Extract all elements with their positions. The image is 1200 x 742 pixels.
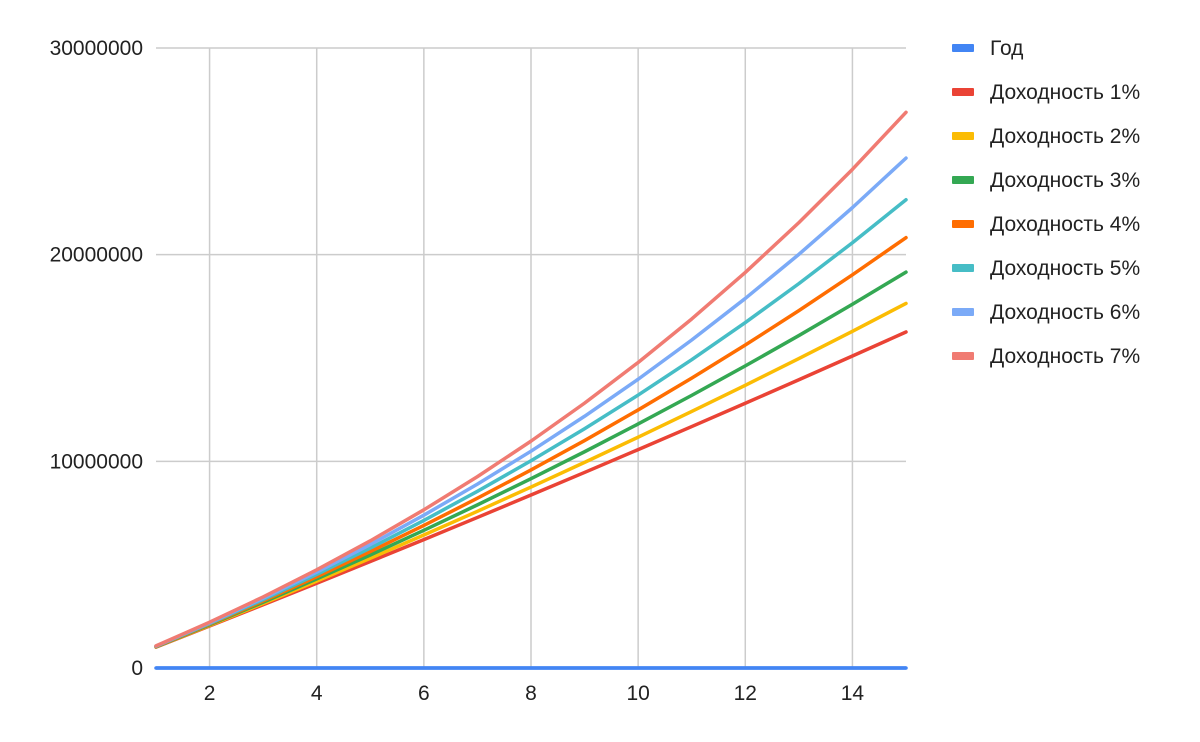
legend-label: Доходность 4% [990,213,1140,236]
legend-label: Доходность 7% [990,345,1140,368]
legend-item[interactable]: Доходность 1% [952,81,1140,104]
legend-item[interactable]: Доходность 4% [952,213,1140,236]
legend-item[interactable]: Доходность 6% [952,301,1140,324]
legend-item[interactable]: Доходность 2% [952,125,1140,148]
legend-swatch [952,44,974,52]
legend-item[interactable]: Год [952,37,1023,60]
x-tick-label: 8 [525,682,537,705]
legend-swatch [952,308,974,316]
legend-label: Год [990,37,1023,60]
x-tick-label: 12 [734,682,757,705]
legend-item[interactable]: Доходность 3% [952,169,1140,192]
legend-item[interactable]: Доходность 5% [952,257,1140,280]
legend-item[interactable]: Доходность 7% [952,345,1140,368]
x-tick-label: 14 [841,682,865,705]
x-tick-label: 4 [311,682,323,705]
x-tick-label: 6 [418,682,430,705]
legend-swatch [952,132,974,140]
x-tick-label: 2 [204,682,216,705]
legend-label: Доходность 1% [990,81,1140,104]
series-line-7 [154,110,908,648]
y-tick-label: 10000000 [50,450,143,473]
legend-label: Доходность 3% [990,169,1140,192]
legend-label: Доходность 2% [990,125,1140,148]
y-axis-tick-labels: 0 10000000 20000000 30000000 [50,37,143,680]
legend-swatch [952,88,974,96]
legend-label: Доходность 6% [990,301,1140,324]
x-axis-tick-labels: 2 4 6 8 10 12 14 [204,682,865,705]
series-lines [154,110,908,670]
legend-swatch [952,176,974,184]
legend: Год Доходность 1% Доходность 2% Доходность … [952,37,1140,368]
legend-swatch [952,220,974,228]
y-tick-label: 20000000 [50,244,143,267]
y-tick-label: 30000000 [50,37,143,60]
legend-swatch [952,352,974,360]
legend-swatch [952,264,974,272]
legend-label: Доходность 5% [990,257,1140,280]
x-tick-label: 10 [626,682,649,705]
y-tick-label: 0 [131,657,143,680]
